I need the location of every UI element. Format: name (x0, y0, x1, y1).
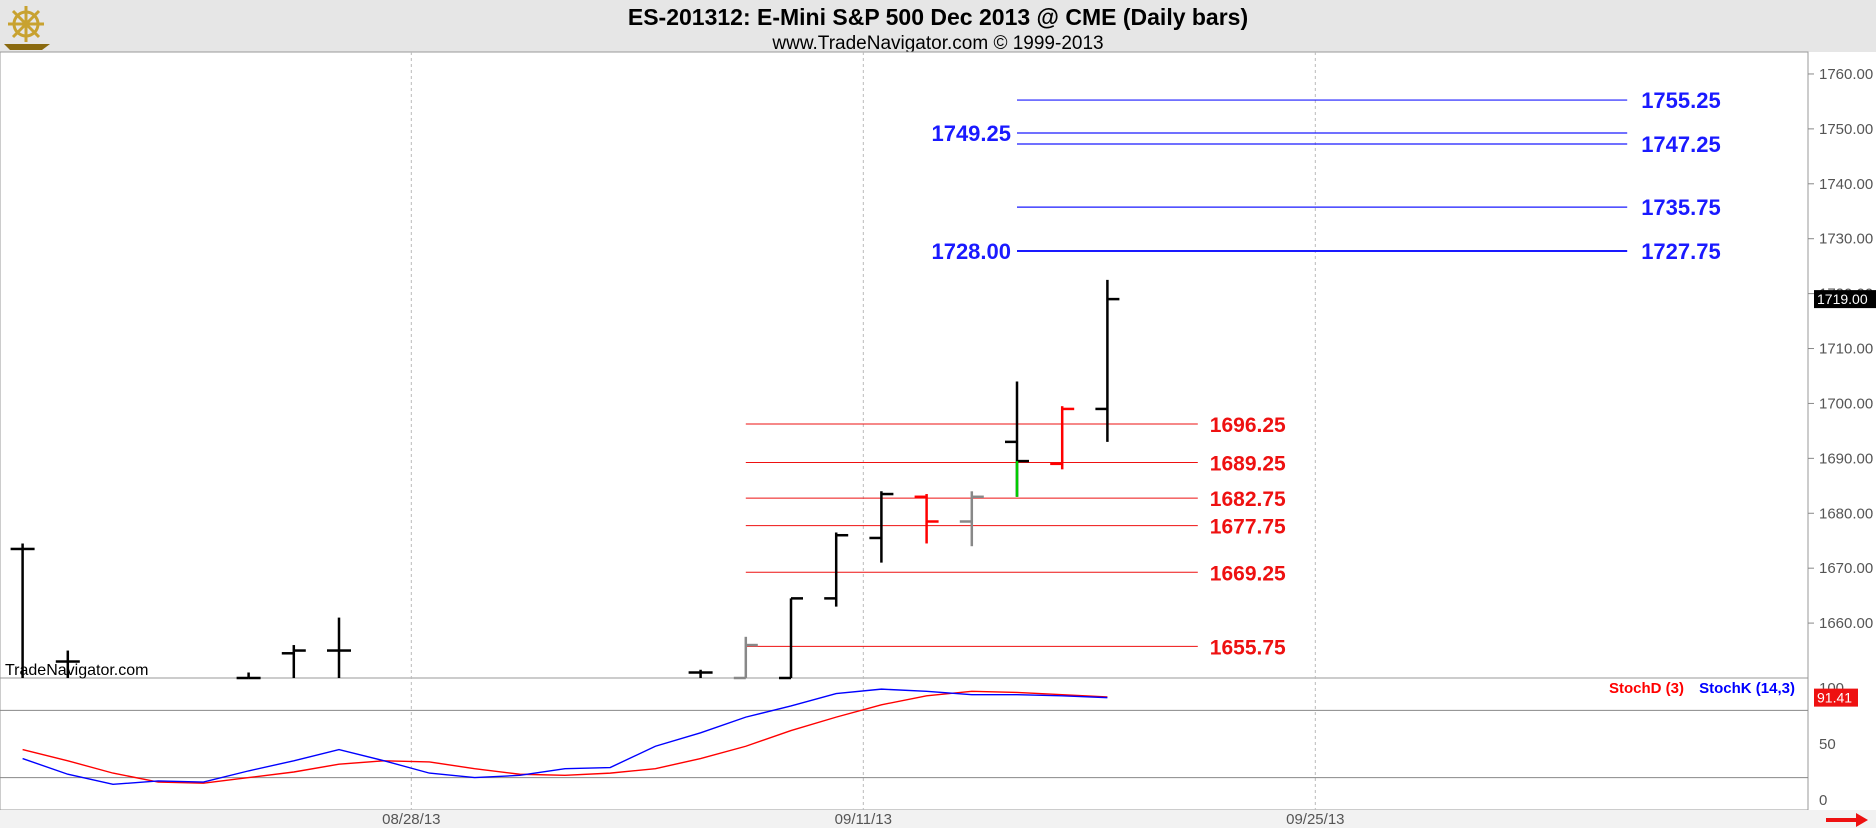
scroll-right-arrow-icon[interactable] (1826, 813, 1868, 827)
chart-title: ES-201312: E-Mini S&P 500 Dec 2013 @ CME… (628, 4, 1248, 30)
blue-levels: 1755.25 1749.25 1747.25 1735.75 1727.75 1728.… (931, 88, 1720, 264)
last-price-label: 1719.00 (1817, 291, 1868, 307)
red-level-label-4: 1669.25 (1210, 562, 1286, 585)
price-tick-label-3: 1730.00 (1819, 231, 1873, 248)
blue-level-label-right-4: 1727.75 (1641, 239, 1721, 264)
blue-level-label-right-3: 1735.75 (1641, 195, 1721, 220)
watermark: TradeNavigator.com (5, 662, 148, 679)
date-tick-label-0: 08/28/13 (382, 811, 440, 828)
last-price-box (1814, 290, 1876, 309)
stoch-d-line (22, 690, 1108, 784)
stoch-tick-label-1: 50 (1819, 736, 1836, 753)
blue-level-label-right-2: 1747.25 (1641, 132, 1721, 157)
price-tick-label-8: 1680.00 (1819, 505, 1873, 522)
red-level-label-1: 1689.25 (1210, 452, 1286, 475)
red-level-label-5: 1655.75 (1210, 636, 1286, 659)
price-tick-label-10: 1660.00 (1819, 615, 1873, 632)
grid-lines (410, 52, 1316, 810)
date-tick-label-2: 09/25/13 (1286, 811, 1344, 828)
price-panel (0, 51, 1809, 679)
red-level-label-0: 1696.25 (1210, 414, 1286, 437)
red-level-label-3: 1677.75 (1210, 516, 1286, 539)
stoch-tick-label-2: 0 (1819, 792, 1827, 809)
price-tick-label-0: 1760.00 (1819, 66, 1873, 83)
stoch-last-value-box (1814, 688, 1858, 707)
blue-level-label-left-4: 1728.00 (931, 239, 1011, 264)
red-level-label-2: 1682.75 (1210, 488, 1286, 511)
price-tick-label-2: 1740.00 (1819, 176, 1873, 193)
ship-wheel-logo-icon (4, 6, 50, 50)
chart-subtitle: www.TradeNavigator.com © 1999-2013 (771, 33, 1103, 54)
stoch-k-legend: StochK (14,3) (1699, 680, 1795, 697)
stoch-k-line (22, 688, 1108, 786)
header-band (0, 0, 1876, 52)
date-axis-band (0, 810, 1876, 828)
price-tick-label-1: 1750.00 (1819, 121, 1873, 138)
indicator-panel (0, 677, 1809, 811)
price-axis: 1760.001750.001740.001730.001720.001710.… (1807, 52, 1876, 810)
price-tick-label-9: 1670.00 (1819, 560, 1873, 577)
stoch-last-value-label: 91.41 (1817, 690, 1852, 706)
price-tick-label-5: 1710.00 (1819, 341, 1873, 358)
red-levels: 1696.25 1689.25 1682.75 1677.75 1669.25 1655.… (745, 414, 1286, 659)
price-tick-label-6: 1700.00 (1819, 395, 1873, 412)
blue-level-label-left-1: 1749.25 (931, 121, 1011, 146)
blue-level-label-right-0: 1755.25 (1641, 88, 1721, 113)
stoch-d-legend: StochD (3) (1609, 680, 1684, 697)
date-axis: 08/28/13 09/11/13 09/25/13 (382, 811, 1344, 828)
date-tick-label-1: 09/11/13 (835, 811, 892, 828)
price-tick-label-7: 1690.00 (1819, 450, 1873, 467)
price-bars (10, 279, 1120, 680)
